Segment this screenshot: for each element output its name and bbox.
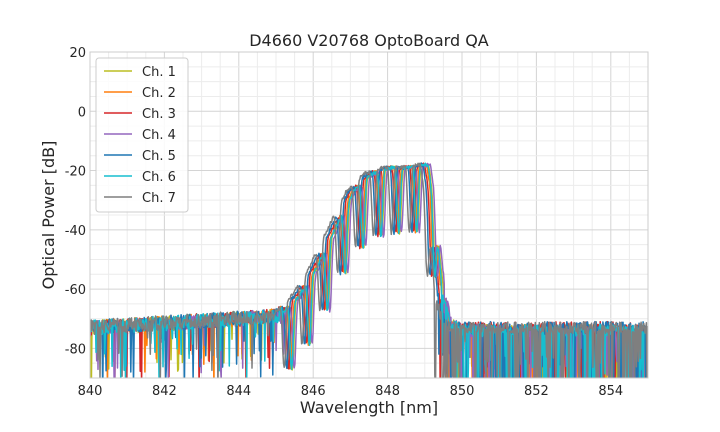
- series-layer: [90, 162, 648, 378]
- x-tick-label: 848: [375, 384, 400, 399]
- legend-label-ch-7: Ch. 7: [142, 191, 176, 206]
- legend-box: [95, 57, 189, 213]
- x-tick-label: 844: [226, 384, 251, 399]
- x-axis-label: Wavelength [nm]: [300, 398, 438, 417]
- chart-title: D4660 V20768 OptoBoard QA: [249, 31, 489, 50]
- series-line-ch-7: [90, 162, 648, 378]
- legend-label-ch-5: Ch. 5: [142, 149, 176, 164]
- x-tick-label: 852: [524, 384, 549, 399]
- legend-label-ch-4: Ch. 4: [142, 128, 176, 143]
- y-tick-label: -20: [65, 165, 86, 180]
- x-tick-label: 846: [301, 384, 326, 399]
- y-tick-label: -80: [65, 342, 86, 357]
- x-tick-labels: 840 842 844 846 848 850 852 854: [78, 384, 624, 399]
- legend-label-ch-6: Ch. 6: [142, 170, 176, 185]
- legend: Ch. 1 Ch. 2 Ch. 3 Ch. 4 Ch. 5 Ch. 6 Ch. 7: [95, 57, 189, 213]
- y-tick-label: -40: [65, 224, 86, 239]
- y-tick-labels: -80 -60 -40 -20 0 20: [65, 46, 86, 357]
- y-axis-label: Optical Power [dB]: [39, 141, 58, 290]
- legend-label-ch-1: Ch. 1: [142, 65, 176, 80]
- plot-frame: [89, 51, 649, 379]
- x-tick-label: 854: [598, 384, 623, 399]
- y-tick-label: 0: [78, 105, 86, 120]
- legend-label-ch-2: Ch. 2: [142, 86, 176, 101]
- y-tick-label: 20: [69, 46, 86, 61]
- x-tick-label: 850: [450, 384, 475, 399]
- legend-label-ch-3: Ch. 3: [142, 107, 176, 122]
- y-tick-label: -60: [65, 283, 86, 298]
- x-tick-label: 840: [78, 384, 103, 399]
- x-tick-label: 842: [152, 384, 177, 399]
